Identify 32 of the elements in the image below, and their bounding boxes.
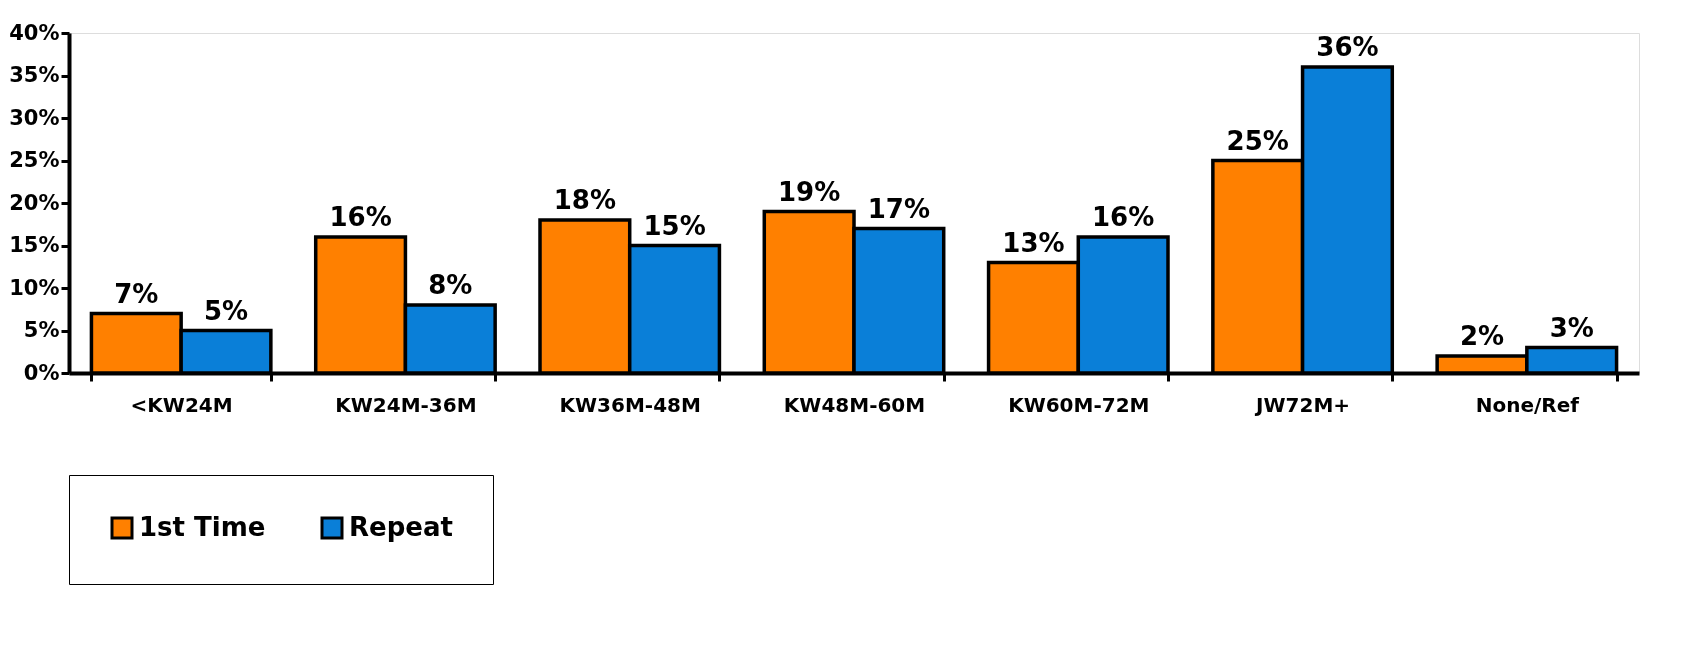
data-label: 19%: [778, 176, 841, 207]
legend-label: 1st Time: [139, 512, 266, 542]
x-tick-label: <KW24M: [130, 392, 233, 417]
y-tick-label: 25%: [9, 148, 60, 172]
data-label: 15%: [643, 210, 706, 241]
x-tick-label: KW48M-60M: [783, 392, 926, 417]
x-tick-label: KW24M-36M: [335, 392, 477, 417]
data-label: 8%: [428, 270, 473, 300]
y-tick-label: 20%: [9, 190, 60, 215]
data-label: 3%: [1549, 312, 1594, 343]
x-tick-label: KW36M-48M: [559, 392, 701, 417]
data-label: 17%: [867, 193, 930, 224]
y-tick-label: 15%: [9, 233, 60, 257]
y-tick-label: 30%: [9, 105, 60, 130]
x-tick-label: KW60M-72M: [1008, 392, 1150, 417]
data-label: 13%: [1002, 227, 1065, 258]
y-tick-label: 35%: [9, 63, 60, 87]
data-label: 16%: [1092, 202, 1155, 232]
y-tick-label: 5%: [23, 318, 60, 342]
legend-label: Repeat: [349, 512, 453, 542]
y-tick-label: 40%: [9, 20, 60, 45]
data-label: 5%: [203, 295, 249, 326]
x-tick-label: JW72M+: [1254, 392, 1351, 417]
y-tick-label: 10%: [9, 275, 60, 300]
data-label: 7%: [114, 278, 159, 309]
data-label: 25%: [1226, 125, 1289, 156]
x-tick-label: None/Ref: [1475, 392, 1580, 417]
y-tick-label: 0%: [23, 360, 60, 385]
data-label: 36%: [1316, 32, 1379, 62]
data-label: 2%: [1459, 321, 1505, 351]
data-label: 16%: [329, 202, 392, 232]
data-label: 18%: [553, 185, 616, 215]
